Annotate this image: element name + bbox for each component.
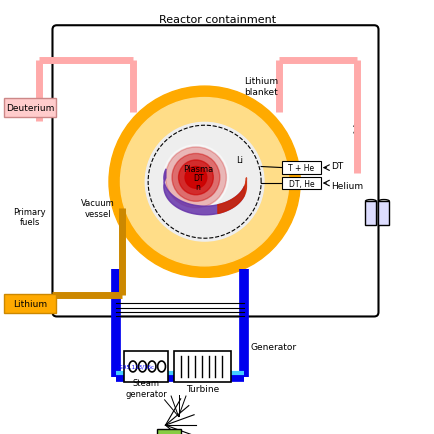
Circle shape [163,145,228,210]
Text: DT: DT [192,174,203,182]
Circle shape [109,87,299,278]
FancyBboxPatch shape [281,162,320,174]
Text: Primary
fuels: Primary fuels [13,207,46,227]
Circle shape [178,161,213,195]
Circle shape [120,99,288,266]
FancyBboxPatch shape [281,177,320,190]
Bar [365,202,375,226]
Bar [156,430,180,434]
Circle shape [145,123,263,241]
FancyBboxPatch shape [4,294,56,313]
Bar [174,352,230,382]
Bar [124,352,167,382]
Text: Steam
generator: Steam generator [125,378,166,398]
Text: Reactor containment: Reactor containment [159,15,276,25]
Text: Li: Li [235,156,242,165]
Text: Helium: Helium [330,181,362,190]
Text: Plasma: Plasma [183,165,213,174]
FancyBboxPatch shape [4,99,56,118]
Text: T + He: T + He [288,164,314,173]
Text: Turbine: Turbine [185,384,219,393]
Circle shape [165,148,226,208]
Text: Generator: Generator [250,342,296,352]
Circle shape [171,154,219,202]
Text: JG95.113/16c: JG95.113/16c [118,364,155,369]
Text: n: n [195,182,200,191]
Text: DT, He: DT, He [288,179,314,188]
Text: Deuterium: Deuterium [6,104,54,113]
Text: Lithium
blanket: Lithium blanket [243,77,278,97]
Bar [378,202,388,226]
Circle shape [184,167,206,189]
Text: Lithium: Lithium [13,299,47,308]
Text: Vacuum
vessel: Vacuum vessel [81,199,115,218]
Text: DT: DT [330,161,342,170]
